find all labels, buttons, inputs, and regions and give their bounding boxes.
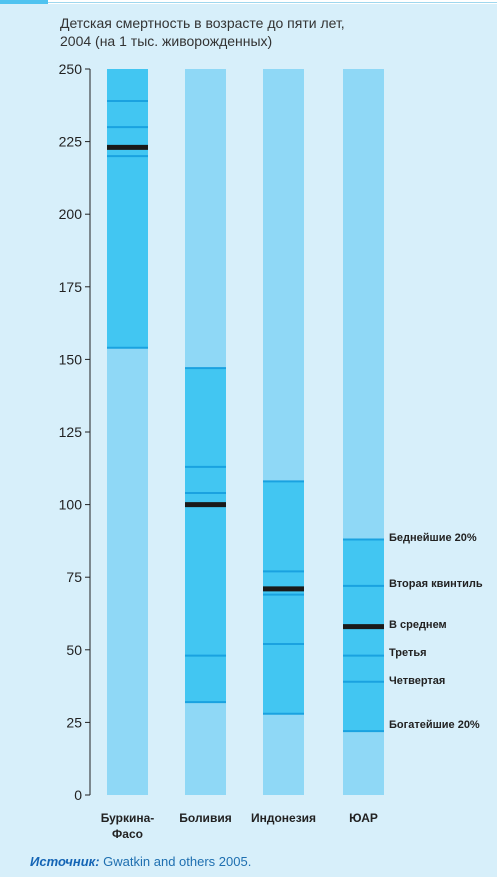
bar-range <box>343 539 384 732</box>
chart-title-line1: Детская смертность в возрасте до пяти ле… <box>60 15 345 31</box>
top-accent-bar <box>0 0 497 4</box>
legend-label: Богатейшие 20% <box>389 719 480 731</box>
y-tick-label: 125 <box>59 424 83 440</box>
y-tick-label: 200 <box>59 206 83 222</box>
category-label: Фасо <box>112 827 143 841</box>
bar-range <box>263 481 304 714</box>
chart-panel <box>0 4 497 877</box>
y-tick-label: 25 <box>66 714 82 730</box>
top-accent-rule <box>48 2 497 3</box>
y-tick-label: 75 <box>66 569 82 585</box>
legend-label: В среднем <box>389 619 447 631</box>
source-label: Источник: <box>30 854 100 869</box>
y-tick-label: 150 <box>59 351 83 367</box>
source-note: Источник: Gwatkin and others 2005. <box>30 854 251 869</box>
bar-range <box>107 69 148 348</box>
top-accent-block <box>0 0 48 4</box>
y-tick-label: 175 <box>59 279 83 295</box>
category-label: ЮАР <box>349 811 378 825</box>
y-tick-label: 100 <box>59 497 83 513</box>
bar-range <box>185 368 226 703</box>
category-label: Индонезия <box>251 811 316 825</box>
legend-label: Беднейшие 20% <box>389 532 477 544</box>
source-text: Gwatkin and others 2005. <box>99 854 252 869</box>
y-tick-label: 225 <box>59 134 83 150</box>
chart-title: Детская смертность в возрасте до пяти ле… <box>60 14 460 50</box>
y-tick-label: 250 <box>59 61 83 77</box>
legend-label: Четвертая <box>389 675 445 687</box>
y-tick-label: 0 <box>74 787 82 803</box>
legend-label: Третья <box>389 647 427 659</box>
y-tick-label: 50 <box>66 642 82 658</box>
category-label: Боливия <box>179 811 231 825</box>
legend-label: Вторая квинтиль <box>389 578 483 590</box>
category-label: Буркина- <box>101 811 155 825</box>
chart-title-line2: 2004 (на 1 тыс. живорожденных) <box>60 33 273 49</box>
